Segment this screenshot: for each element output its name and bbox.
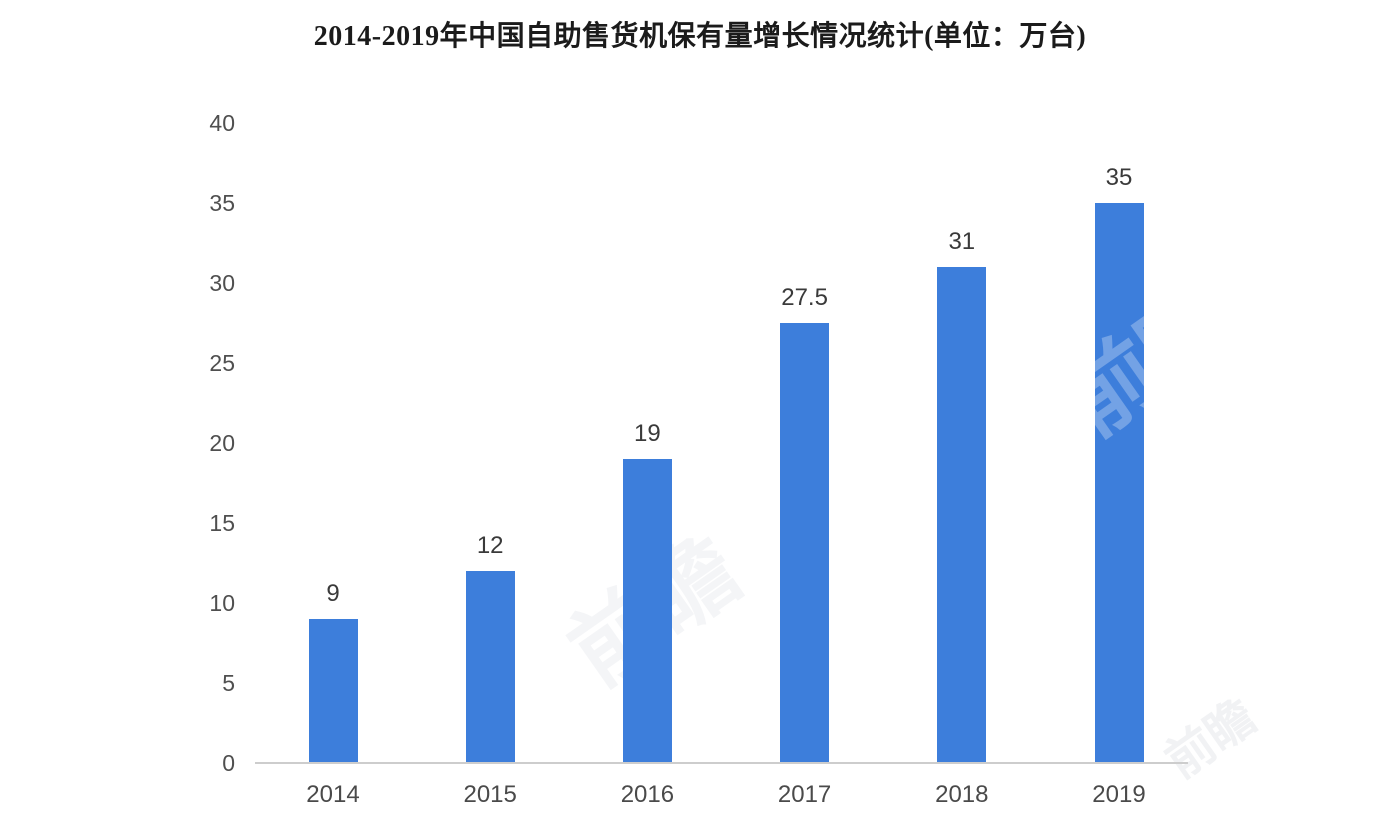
y-tick-label: 40 (209, 110, 235, 136)
y-tick-label: 10 (209, 590, 235, 616)
x-tick-label: 2014 (306, 781, 360, 808)
watermark-text: 前瞻 (1156, 690, 1266, 789)
bar-2015 (465, 571, 515, 762)
y-tick-label: 5 (222, 670, 235, 696)
x-tick-label: 2015 (463, 781, 517, 808)
bar-2016 (622, 459, 672, 762)
bar-2017 (780, 323, 830, 762)
bar-value-label: 27.5 (781, 284, 828, 311)
bar-2019 (1094, 203, 1144, 762)
y-tick-label: 0 (222, 750, 235, 776)
bar-value-label: 12 (476, 532, 504, 559)
bar-value-label: 35 (1105, 164, 1133, 191)
bar-value-label: 19 (634, 420, 661, 447)
bar-value-label: 9 (326, 580, 340, 607)
y-tick-label: 15 (209, 510, 235, 536)
watermark-text: 前瞻 (1047, 269, 1253, 455)
y-tick-label: 30 (209, 270, 235, 296)
y-tick-label: 20 (209, 430, 235, 456)
bar-value-label: 31 (948, 228, 976, 255)
x-tick-label: 2016 (620, 781, 675, 808)
bar-2014 (308, 619, 358, 762)
y-tick-label: 35 (209, 190, 235, 216)
y-tick-label: 25 (209, 350, 235, 376)
x-tick-label: 2018 (935, 781, 989, 808)
bar-2018 (937, 267, 987, 762)
chart-title: 2014-2019年中国自助售货机保有量增长情况统计(单位：万台) (313, 21, 1087, 52)
x-axis-line (255, 762, 1188, 764)
x-tick-label: 2019 (1092, 781, 1146, 808)
x-tick-label: 2017 (777, 781, 832, 808)
